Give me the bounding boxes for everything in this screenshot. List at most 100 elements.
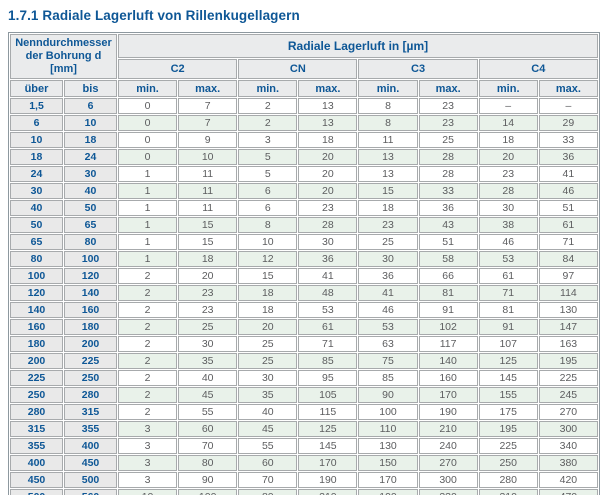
table-row: 40 50 1 11 6 23 18 36 30 51 xyxy=(10,200,598,216)
clearance-value-cell: 270 xyxy=(538,404,598,420)
clearance-value-cell: 3 xyxy=(118,421,178,437)
clearance-value-cell: 36 xyxy=(298,251,358,267)
clearance-value-cell: 2 xyxy=(238,115,298,131)
clearance-value-cell: 15 xyxy=(238,268,298,284)
over-column-header: über xyxy=(10,80,63,97)
clearance-value-cell: 60 xyxy=(178,421,238,437)
header-row-groups: Nenndurchmesser der Bohrung d [mm] Radia… xyxy=(10,34,598,79)
clearance-value-cell: 23 xyxy=(418,115,478,131)
clearance-value-cell: 470 xyxy=(538,489,598,495)
clearance-value-cell: 145 xyxy=(298,438,358,454)
bore-diameter-cell: 160 xyxy=(64,302,118,318)
clearance-value-cell: 23 xyxy=(178,285,238,301)
clearance-value-cell: 84 xyxy=(538,251,598,267)
clearance-value-cell: 70 xyxy=(178,438,238,454)
bore-diameter-cell: 50 xyxy=(10,217,63,233)
clearance-value-cell: 23 xyxy=(418,98,478,114)
clearance-value-cell: 2 xyxy=(118,370,178,386)
c3-max-column-header: max. xyxy=(418,80,478,97)
clearance-value-cell: 340 xyxy=(538,438,598,454)
bore-diameter-cell: 200 xyxy=(64,336,118,352)
clearance-value-cell: 23 xyxy=(298,200,358,216)
clearance-value-cell: 20 xyxy=(298,183,358,199)
bore-diameter-cell: 315 xyxy=(10,421,63,437)
clearance-value-cell: 13 xyxy=(358,166,418,182)
c3-min-column-header: min. xyxy=(358,80,418,97)
table-row: 355 400 3 70 55 145 130 240 225 340 xyxy=(10,438,598,454)
clearance-value-cell: 25 xyxy=(358,234,418,250)
bore-diameter-cell: 30 xyxy=(10,183,63,199)
clearance-value-cell: 2 xyxy=(118,404,178,420)
clearance-value-cell: 1 xyxy=(118,200,178,216)
clearance-value-cell: 20 xyxy=(298,166,358,182)
clearance-value-cell: 9 xyxy=(178,132,238,148)
bore-diameter-cell: 450 xyxy=(64,455,118,471)
clearance-value-cell: 2 xyxy=(118,387,178,403)
clearance-value-cell: 6 xyxy=(238,200,298,216)
clearance-value-cell: 1 xyxy=(118,234,178,250)
clearance-value-cell: 2 xyxy=(118,285,178,301)
class-c4-header: C4 xyxy=(478,58,598,79)
clearance-value-cell: 46 xyxy=(538,183,598,199)
clearance-value-cell: 80 xyxy=(178,455,238,471)
table-row: 30 40 1 11 6 20 15 33 28 46 xyxy=(10,183,598,199)
bore-diameter-cell: 80 xyxy=(10,251,63,267)
clearance-value-cell: 7 xyxy=(178,98,238,114)
clearance-value-cell: 15 xyxy=(178,234,238,250)
clearance-value-cell: 41 xyxy=(298,268,358,284)
clearance-value-cell: 91 xyxy=(418,302,478,318)
clearance-value-cell: 250 xyxy=(478,455,538,471)
bore-diameter-cell: 500 xyxy=(10,489,63,495)
bore-diameter-cell: 400 xyxy=(64,438,118,454)
bore-diameter-cell: 120 xyxy=(10,285,63,301)
clearance-value-cell: 3 xyxy=(118,472,178,488)
bore-diameter-cell: 200 xyxy=(10,353,63,369)
class-cn-header: CN xyxy=(238,58,358,79)
clearance-value-cell: 8 xyxy=(358,98,418,114)
clearance-value-cell: 18 xyxy=(238,302,298,318)
clearance-value-cell: 145 xyxy=(478,370,538,386)
clearance-value-cell: 160 xyxy=(418,370,478,386)
table-row: 65 80 1 15 10 30 25 51 46 71 xyxy=(10,234,598,250)
radial-clearance-group-header: Radiale Lagerluft in [µm] xyxy=(118,34,598,58)
clearance-value-cell: 41 xyxy=(358,285,418,301)
bore-diameter-cell: 355 xyxy=(10,438,63,454)
bore-diameter-cell: 50 xyxy=(64,200,118,216)
bore-diameter-cell: 40 xyxy=(10,200,63,216)
clearance-value-cell: 13 xyxy=(298,98,358,114)
table-row: 140 160 2 23 18 53 46 91 81 130 xyxy=(10,302,598,318)
clearance-value-cell: 53 xyxy=(358,319,418,335)
clearance-value-cell: 46 xyxy=(358,302,418,318)
clearance-value-cell: 2 xyxy=(238,98,298,114)
clearance-value-cell: 2 xyxy=(118,353,178,369)
c4-max-column-header: max. xyxy=(538,80,598,97)
clearance-value-cell: 12 xyxy=(238,251,298,267)
table-row: 315 355 3 60 45 125 110 210 195 300 xyxy=(10,421,598,437)
bore-diameter-cell: 10 xyxy=(64,115,118,131)
clearance-value-cell: 10 xyxy=(238,234,298,250)
clearance-value-cell: 33 xyxy=(538,132,598,148)
clearance-value-cell: 190 xyxy=(358,489,418,495)
bore-diameter-cell: 18 xyxy=(10,149,63,165)
clearance-value-cell: 81 xyxy=(478,302,538,318)
clearance-value-cell: 150 xyxy=(358,455,418,471)
bore-diameter-cell: 280 xyxy=(64,387,118,403)
clearance-value-cell: 2 xyxy=(118,268,178,284)
clearance-value-cell: 0 xyxy=(118,98,178,114)
clearance-value-cell: – xyxy=(478,98,538,114)
bore-diameter-cell: 355 xyxy=(64,421,118,437)
clearance-value-cell: 55 xyxy=(178,404,238,420)
table-header: Nenndurchmesser der Bohrung d [mm] Radia… xyxy=(10,34,598,97)
table-row: 80 100 1 18 12 36 30 58 53 84 xyxy=(10,251,598,267)
clearance-value-cell: 1 xyxy=(118,166,178,182)
clearance-value-cell: 5 xyxy=(238,166,298,182)
clearance-value-cell: 7 xyxy=(178,115,238,131)
clearance-value-cell: 60 xyxy=(238,455,298,471)
clearance-value-cell: 35 xyxy=(238,387,298,403)
bore-diameter-cell: 315 xyxy=(64,404,118,420)
clearance-value-cell: 125 xyxy=(478,353,538,369)
clearance-value-cell: 61 xyxy=(538,217,598,233)
clearance-value-cell: 190 xyxy=(298,472,358,488)
table-row: 450 500 3 90 70 190 170 300 280 420 xyxy=(10,472,598,488)
clearance-value-cell: 18 xyxy=(478,132,538,148)
